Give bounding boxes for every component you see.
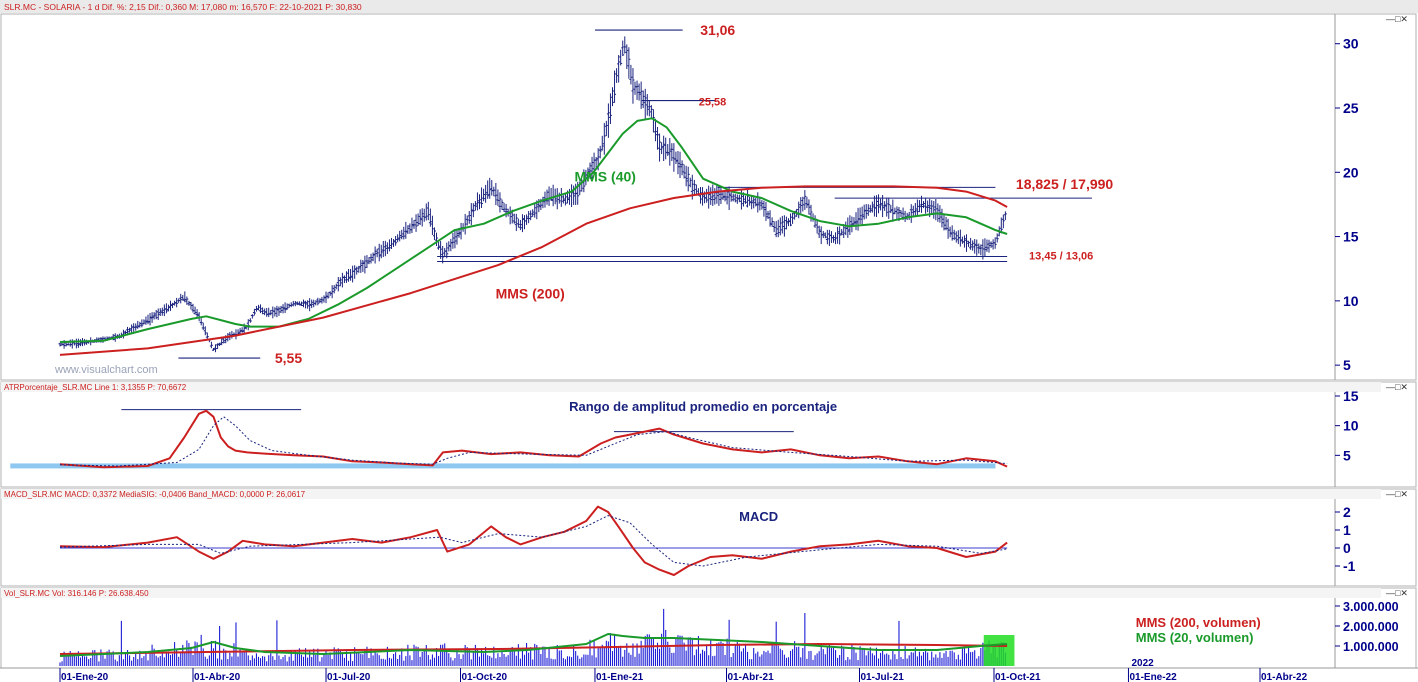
y-tick-label-atr: 15 xyxy=(1343,388,1359,404)
marks-atr xyxy=(10,409,1008,469)
annotation-label: 18,825 / 17,990 xyxy=(1016,176,1114,192)
y-tick-label-macd: 1 xyxy=(1343,522,1351,538)
panel-header-volume xyxy=(1,588,1381,598)
panel-controls-atr: —□✕ xyxy=(1386,382,1408,392)
panel-controls-price: —□✕ xyxy=(1386,14,1408,24)
panel-header-macd xyxy=(1,489,1381,499)
y-tick-label-atr: 10 xyxy=(1343,418,1359,434)
panel-frame-atr xyxy=(0,381,1417,488)
series-line-mms-40- xyxy=(59,117,1008,343)
volume-highlight-box xyxy=(983,635,1015,666)
y-tick-label-volume: 3.000.000 xyxy=(1343,600,1399,614)
annotation-label: MMS (20, volumen) xyxy=(1136,630,1254,645)
panel-frame-price xyxy=(0,13,1417,381)
y-tick-label-macd: -1 xyxy=(1343,558,1356,574)
panel-macd: —□✕ MACD_SLR.MC MACD: 0,3372 MediaSIG: -0… xyxy=(0,488,1417,587)
panel-controls-volume: —□✕ xyxy=(1386,588,1408,598)
y-tick-label-price: 10 xyxy=(1343,293,1359,309)
y-tick-label-price: 20 xyxy=(1343,164,1359,180)
chart-chrome: SLR.MC - SOLARIA - 1 d Dif. %: 2,15 Dif.… xyxy=(0,0,1418,376)
annotation-label: MMS (200) xyxy=(496,285,565,301)
marks-price xyxy=(58,29,1092,359)
x-axis: 01-Ene-20 01-Abr-20 01-Jul-20 01-Oct-20 01-E… xyxy=(0,658,1418,682)
series-line-mediasig xyxy=(59,515,1008,567)
panel-title-volume: Vol_SLR.MC Vol: 316.146 P: 26.638.450 xyxy=(4,589,149,598)
annotation-label: 5,55 xyxy=(275,350,302,366)
x-tick-label: 01-Abr-22 xyxy=(1261,672,1308,682)
panel-volume: —□✕ Vol_SLR.MC Vol: 316.146 P: 26.638.450… xyxy=(0,587,1417,669)
x-tick-label: 01-Jul-20 xyxy=(327,672,371,682)
series-line-mms-200- xyxy=(59,185,1008,356)
y-tick-label-macd: 0 xyxy=(1343,540,1351,556)
marks-volume xyxy=(59,608,1015,666)
panel-title-atr: ATRPorcentaje_SLR.MC Line 1: 3,1355 P: 7… xyxy=(4,383,187,392)
panel-price: —□✕ 5 10 15 20 25 30 xyxy=(0,13,1417,381)
series-line-macd xyxy=(59,505,1008,576)
atr-highlight-band xyxy=(10,463,996,469)
marks-macd xyxy=(59,505,1008,576)
x-tick-label: 01-Ene-20 xyxy=(61,672,109,682)
annotation-label: 31,06 xyxy=(700,22,735,38)
annotation-label: 13,45 / 13,06 xyxy=(1029,251,1093,263)
series-line-mms-20-volumen- xyxy=(59,633,1008,657)
y-tick-label-price: 5 xyxy=(1343,357,1351,373)
y-tick-label-macd: 2 xyxy=(1343,504,1351,520)
x-tick-label: 01-Ene-21 xyxy=(596,672,644,682)
y-tick-label-price: 15 xyxy=(1343,229,1359,245)
panel-title-macd: MACD_SLR.MC MACD: 0,3372 MediaSIG: -0,04… xyxy=(4,490,306,499)
annotation-label: MACD xyxy=(739,509,778,524)
x-tick-label: 01-Abr-21 xyxy=(728,672,775,682)
series-line-line-1 xyxy=(59,409,1008,469)
chart-marks: 31,06 25,58 18,825 / 17,990 13,45 / 13,06 5,… xyxy=(10,22,1261,666)
panel-header-atr xyxy=(1,382,1381,392)
x-tick-label: 01-Oct-20 xyxy=(461,672,507,682)
panel-controls-macd: —□✕ xyxy=(1386,489,1408,499)
header-bar xyxy=(0,0,1418,13)
x-tick-label: 01-Oct-21 xyxy=(995,672,1041,682)
y-tick-label-volume: 1.000.000 xyxy=(1343,640,1399,654)
x-year-label: 2022 xyxy=(1131,658,1154,669)
x-tick-label: 01-Ene-22 xyxy=(1129,672,1177,682)
annotation-label: MMS (40) xyxy=(574,168,635,184)
panel-atr: —□✕ ATRPorcentaje_SLR.MC Line 1: 3,1355 P… xyxy=(0,381,1417,488)
annotation-label: Rango de amplitud promedio en porcentaje xyxy=(569,399,837,414)
annotation-label: MMS (200, volumen) xyxy=(1136,615,1261,630)
series-line-signal xyxy=(59,416,1008,467)
annotation-label: 25,58 xyxy=(699,97,727,109)
y-tick-label-atr: 5 xyxy=(1343,447,1351,463)
x-tick-label: 01-Abr-20 xyxy=(194,672,241,682)
watermark-text: www.visualchart.com xyxy=(54,364,158,376)
x-tick-label: 01-Jul-21 xyxy=(861,672,905,682)
panel-frame-macd xyxy=(0,488,1417,587)
y-tick-label-volume: 2.000.000 xyxy=(1343,620,1399,634)
y-tick-label-price: 30 xyxy=(1343,36,1359,52)
header-text: SLR.MC - SOLARIA - 1 d Dif. %: 2,15 Dif.… xyxy=(4,2,362,12)
y-tick-label-price: 25 xyxy=(1343,100,1359,116)
